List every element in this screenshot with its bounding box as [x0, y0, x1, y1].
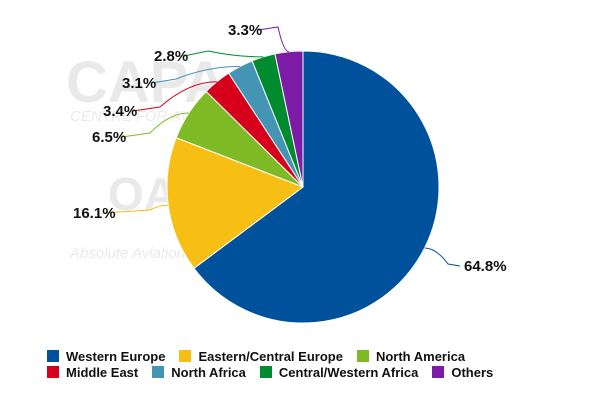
leader-line	[132, 81, 218, 112]
leader-lines	[102, 26, 461, 267]
slice-label: 64.8%	[464, 258, 507, 275]
slice-label: 2.8%	[154, 48, 188, 65]
legend-label: Eastern/Central Europe	[198, 348, 343, 364]
legend-item: Central/Western Africa	[259, 364, 419, 380]
legend-item: North Africa	[152, 365, 246, 380]
watermark-mark: OA	[108, 168, 177, 220]
legend-swatch	[47, 366, 59, 378]
legend: Western Europe Eastern/Central Europe Nort…	[47, 348, 587, 380]
legend-item: North America	[356, 348, 466, 364]
legend-swatch	[47, 350, 59, 362]
legend-item: Western Europe	[47, 349, 165, 364]
pie-slices	[166, 50, 440, 324]
legend-swatch	[152, 366, 165, 378]
slice-labels: 64.8% 16.1% 6.5% 3.4% 3.1% 2.8% 3.3%	[73, 22, 507, 275]
legend-swatch	[259, 366, 272, 378]
legend-item: Eastern/Central Europe	[179, 349, 343, 364]
slice-label: 3.3%	[228, 22, 262, 39]
leader-line	[151, 65, 241, 84]
legend-item: Others	[432, 365, 493, 380]
legend-item: Middle East	[47, 365, 138, 380]
legend-label: Middle East	[66, 364, 139, 380]
slice-label: 3.1%	[122, 75, 156, 92]
slice-label: 16.1%	[73, 205, 116, 222]
legend-row: Western Europe Eastern/Central Europe Nort…	[47, 348, 587, 364]
legend-label: Western Europe	[66, 348, 166, 364]
slice-label: 6.5%	[92, 129, 126, 146]
leader-line	[424, 247, 461, 267]
leader-line	[121, 112, 189, 138]
leader-line	[183, 50, 264, 58]
legend-label: North America	[375, 348, 466, 364]
legend-label: Central/Western Africa	[278, 364, 419, 380]
legend-label: Others	[451, 364, 494, 380]
legend-label: North Africa	[171, 364, 246, 380]
legend-row: Middle East North Africa Central/Western A…	[47, 364, 587, 380]
pie-slice-others	[274, 50, 304, 188]
leader-line	[102, 204, 169, 214]
legend-swatch	[356, 350, 369, 362]
pie-slice-western-europe	[193, 50, 440, 324]
legend-swatch	[432, 366, 445, 378]
slice-label: 3.4%	[103, 103, 137, 120]
watermark-tagline: Absolute Aviation	[69, 245, 185, 262]
leader-line	[257, 26, 290, 53]
pie-slice-eastern-central-europe	[166, 137, 305, 270]
legend-swatch	[179, 350, 192, 362]
